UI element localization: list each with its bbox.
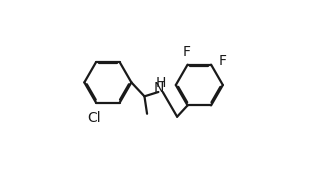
Text: F: F [183, 45, 191, 59]
Text: Cl: Cl [88, 112, 101, 125]
Text: H: H [156, 76, 166, 90]
Text: F: F [218, 54, 226, 68]
Text: N: N [154, 81, 164, 96]
